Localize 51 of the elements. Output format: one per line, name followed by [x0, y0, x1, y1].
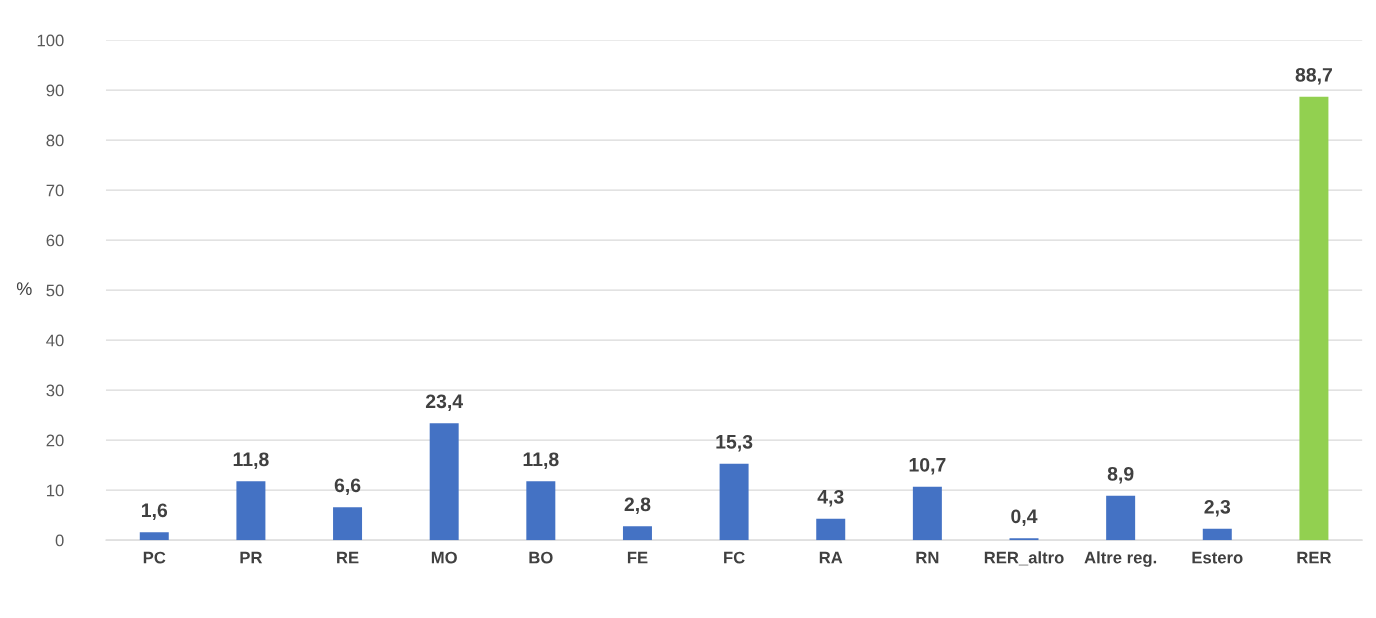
data-label: 1,6 — [141, 503, 168, 520]
x-tick-label: PR — [240, 551, 263, 564]
bar — [1106, 495, 1136, 541]
x-tick-label: RER_altro — [984, 551, 1064, 566]
data-label: 6,6 — [334, 478, 361, 495]
data-label: 2,8 — [624, 497, 651, 514]
y-tick-label: 40 — [46, 334, 64, 347]
data-label: 11,8 — [523, 452, 559, 469]
x-tick-label: MO — [431, 551, 457, 564]
data-label: 2,3 — [1204, 499, 1231, 517]
data-label: 0,4 — [1011, 509, 1038, 526]
y-tick-label: 10 — [47, 484, 64, 497]
x-tick-label: PC — [143, 551, 166, 564]
bar — [1202, 528, 1232, 541]
y-tick-label: 30 — [46, 384, 64, 397]
bar — [816, 518, 846, 541]
y-tick-label: 60 — [46, 234, 64, 247]
data-label: 11,8 — [233, 452, 269, 469]
bar — [1299, 96, 1329, 541]
y-axis-title: % — [16, 282, 32, 295]
x-tick-label: BO — [529, 551, 553, 564]
x-tick-label: RER — [1297, 551, 1332, 564]
data-label: 4,3 — [817, 489, 844, 507]
x-tick-label: RN — [916, 551, 939, 564]
x-tick-label: FC — [724, 551, 745, 564]
bar — [1009, 538, 1039, 541]
bar — [139, 532, 169, 541]
bar — [236, 481, 266, 541]
bar — [912, 486, 942, 541]
y-tick-label: 70 — [46, 184, 64, 197]
data-label: 15,3 — [716, 434, 753, 452]
y-tick-label: 90 — [46, 84, 64, 97]
x-tick-label: Altre reg. — [1084, 551, 1157, 567]
data-label: 23,4 — [425, 394, 463, 412]
bar — [526, 481, 556, 541]
bar — [429, 423, 459, 541]
x-tick-label: RE — [337, 551, 359, 564]
bar — [622, 526, 652, 541]
y-tick-label: 0 — [55, 534, 64, 547]
data-label: 8,9 — [1107, 466, 1134, 484]
bar — [719, 463, 749, 541]
data-label: 10,7 — [909, 457, 946, 475]
y-tick-label: 50 — [46, 284, 64, 297]
x-tick-label: Estero — [1192, 551, 1243, 564]
y-tick-label: 100 — [37, 34, 64, 47]
x-tick-label: RA — [819, 551, 843, 564]
y-tick-label: 80 — [46, 134, 64, 147]
bar — [333, 507, 363, 541]
y-tick-label: 20 — [46, 434, 64, 447]
x-tick-label: FE — [627, 551, 648, 564]
data-label: 88,7 — [1295, 67, 1332, 85]
